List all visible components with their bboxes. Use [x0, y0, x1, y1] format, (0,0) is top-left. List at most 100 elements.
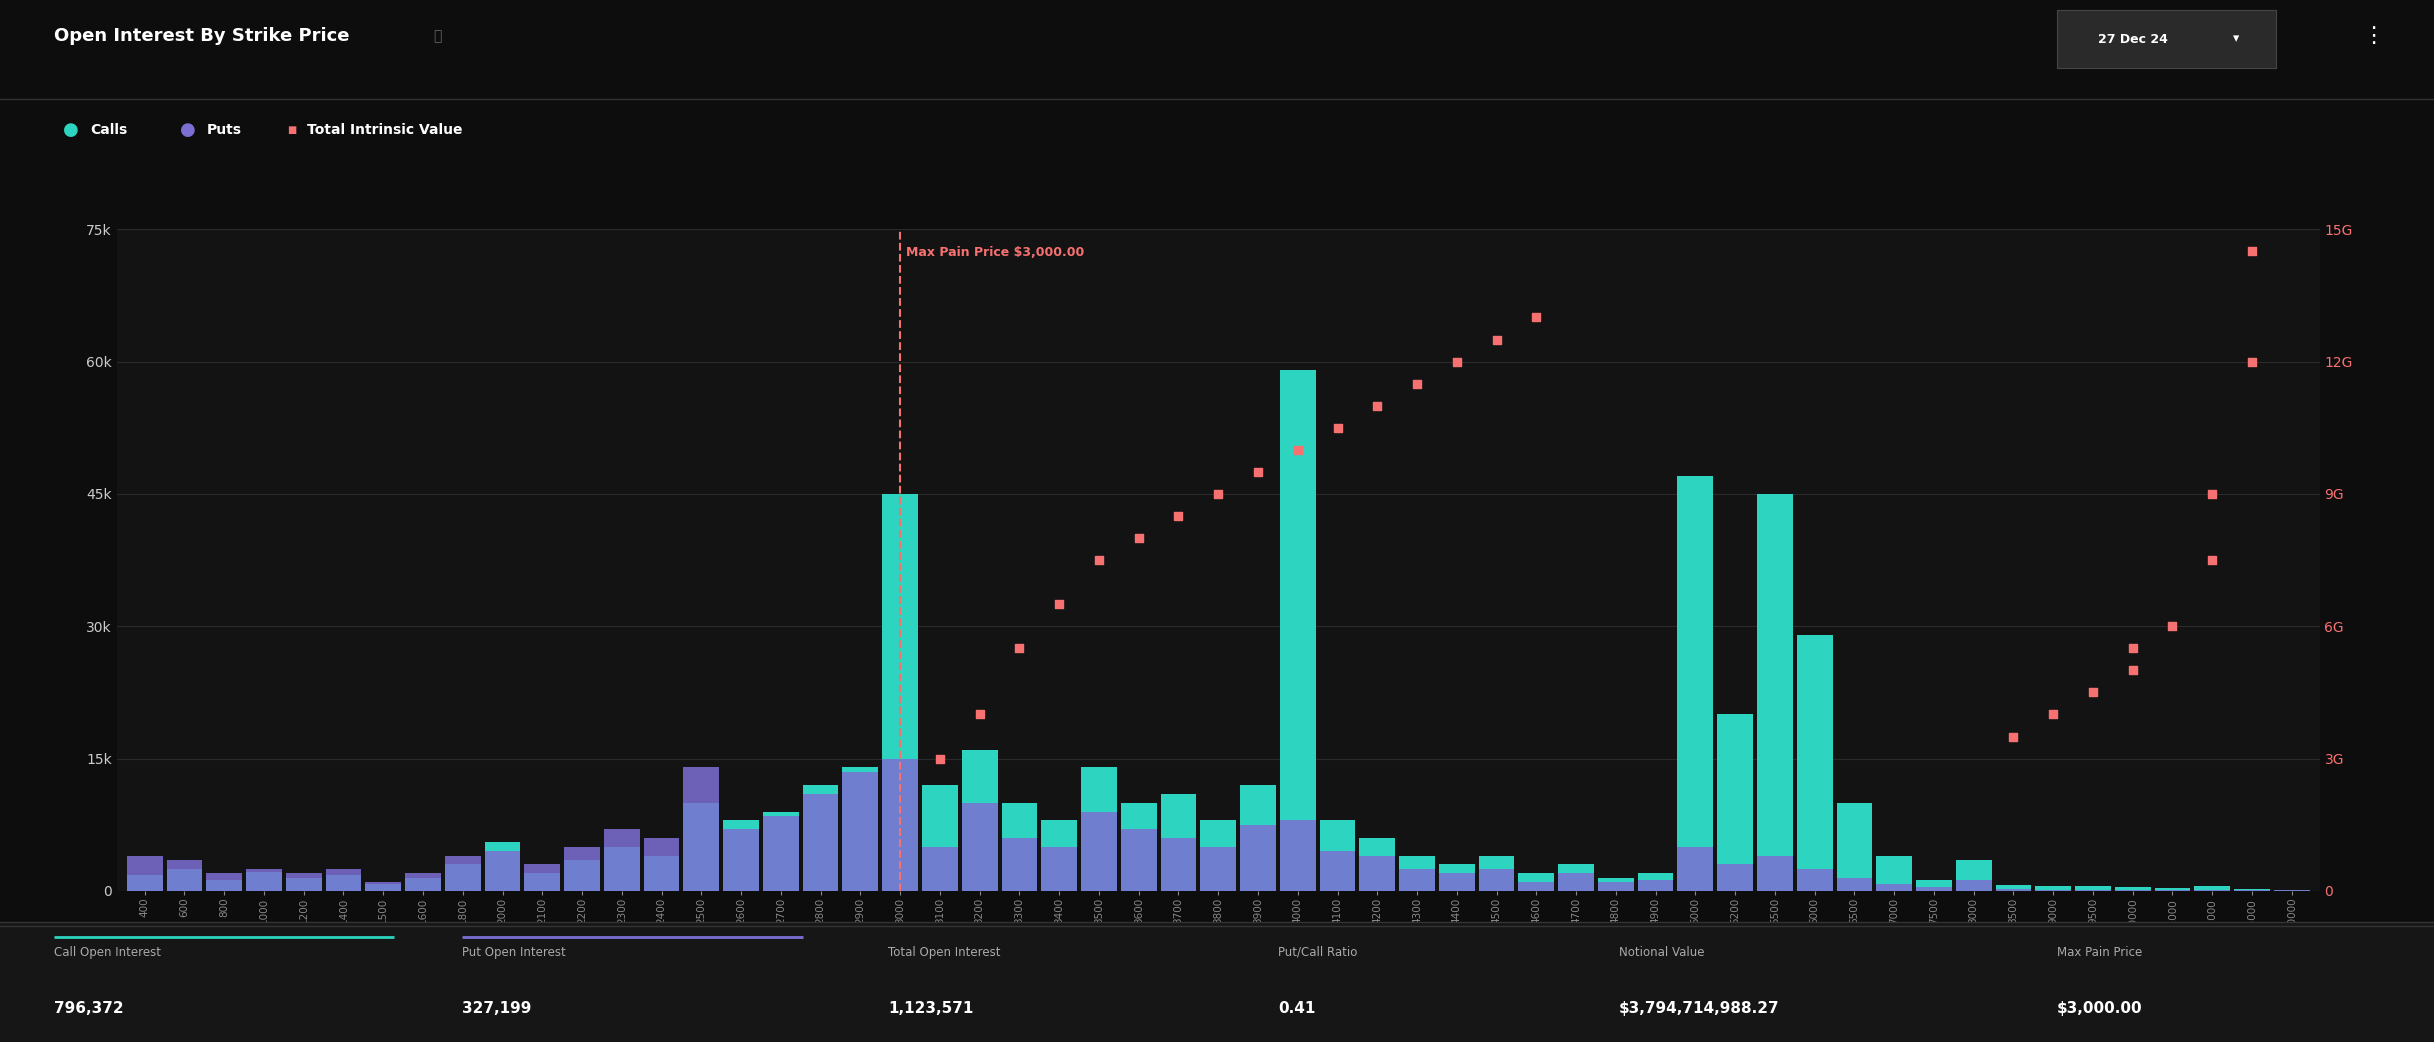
Bar: [1477, 855, 1514, 891]
Text: ■: ■: [287, 125, 297, 135]
Bar: [1319, 851, 1356, 891]
Bar: [1120, 829, 1156, 891]
Bar: [445, 865, 479, 891]
Point: [2035, 706, 2074, 723]
Point: [1000, 640, 1039, 656]
Bar: [1042, 820, 1078, 891]
Bar: [1042, 847, 1078, 891]
Bar: [1558, 873, 1594, 891]
Point: [959, 706, 998, 723]
Bar: [207, 880, 241, 891]
Bar: [1200, 820, 1236, 891]
Bar: [1877, 855, 1913, 891]
Bar: [881, 759, 918, 891]
Bar: [1718, 865, 1752, 891]
Bar: [1438, 873, 1475, 891]
Bar: [1638, 873, 1675, 891]
Bar: [1400, 869, 1436, 891]
Bar: [2076, 887, 2110, 891]
Bar: [604, 829, 640, 891]
Point: [920, 750, 959, 767]
Point: [2232, 353, 2271, 370]
Text: Max Pain Price: Max Pain Price: [2057, 946, 2142, 959]
Bar: [1757, 855, 1794, 891]
Bar: [445, 855, 479, 891]
Bar: [565, 860, 599, 891]
Point: [1120, 529, 1159, 546]
Bar: [1916, 888, 1952, 891]
Text: Call Open Interest: Call Open Interest: [54, 946, 161, 959]
Bar: [127, 855, 163, 891]
Text: Puts: Puts: [207, 123, 241, 138]
Point: [1159, 507, 1198, 524]
Text: Calls: Calls: [90, 123, 127, 138]
Bar: [285, 873, 321, 891]
Bar: [1957, 880, 1991, 891]
Bar: [1677, 476, 1714, 891]
Point: [2113, 662, 2152, 678]
Bar: [1200, 847, 1236, 891]
Bar: [1161, 838, 1198, 891]
Bar: [881, 494, 918, 891]
Text: Total Open Interest: Total Open Interest: [888, 946, 1000, 959]
Text: Max Pain Price $3,000.00: Max Pain Price $3,000.00: [905, 246, 1083, 258]
Point: [1039, 596, 1078, 613]
Bar: [1120, 802, 1156, 891]
Text: ●: ●: [63, 121, 78, 140]
Text: ⓘ: ⓘ: [433, 29, 441, 44]
Text: 27 Dec 24: 27 Dec 24: [2098, 32, 2169, 46]
Bar: [246, 869, 282, 891]
Bar: [803, 785, 837, 891]
Bar: [404, 873, 441, 891]
Bar: [1796, 869, 1833, 891]
Bar: [1000, 802, 1037, 891]
Bar: [1957, 860, 1991, 891]
Point: [1397, 375, 1436, 392]
Text: Put/Call Ratio: Put/Call Ratio: [1278, 946, 1358, 959]
Point: [1516, 309, 1555, 326]
Bar: [2035, 886, 2071, 891]
Bar: [1996, 889, 2032, 891]
Bar: [127, 875, 163, 891]
Bar: [1838, 877, 1872, 891]
Bar: [2035, 890, 2071, 891]
Bar: [1838, 802, 1872, 891]
Bar: [404, 877, 441, 891]
Bar: [922, 785, 959, 891]
Bar: [1558, 865, 1594, 891]
Text: 327,199: 327,199: [462, 1001, 533, 1016]
Bar: [1081, 767, 1117, 891]
Text: Put Open Interest: Put Open Interest: [462, 946, 567, 959]
Point: [2232, 243, 2271, 259]
Point: [2154, 618, 2193, 635]
Text: $3,794,714,988.27: $3,794,714,988.27: [1619, 1001, 1779, 1016]
Bar: [961, 802, 998, 891]
Bar: [1438, 865, 1475, 891]
Bar: [922, 847, 959, 891]
Bar: [961, 750, 998, 891]
Point: [1200, 486, 1239, 502]
Bar: [684, 802, 718, 891]
Bar: [643, 838, 679, 891]
Text: 0.41: 0.41: [1278, 1001, 1314, 1016]
Bar: [2234, 889, 2271, 891]
Bar: [1400, 855, 1436, 891]
Bar: [523, 873, 560, 891]
Point: [1477, 331, 1516, 348]
Bar: [326, 875, 360, 891]
Bar: [842, 772, 879, 891]
Bar: [1161, 794, 1198, 891]
Bar: [1638, 880, 1675, 891]
Bar: [1519, 873, 1555, 891]
Bar: [484, 842, 521, 891]
Bar: [1000, 838, 1037, 891]
Bar: [684, 767, 718, 891]
Text: 796,372: 796,372: [54, 1001, 124, 1016]
Text: $3,000.00: $3,000.00: [2057, 1001, 2142, 1016]
Point: [1239, 464, 1278, 480]
Bar: [723, 820, 759, 891]
Bar: [604, 847, 640, 891]
Bar: [166, 869, 202, 891]
Bar: [1916, 880, 1952, 891]
Text: Notional Value: Notional Value: [1619, 946, 1704, 959]
